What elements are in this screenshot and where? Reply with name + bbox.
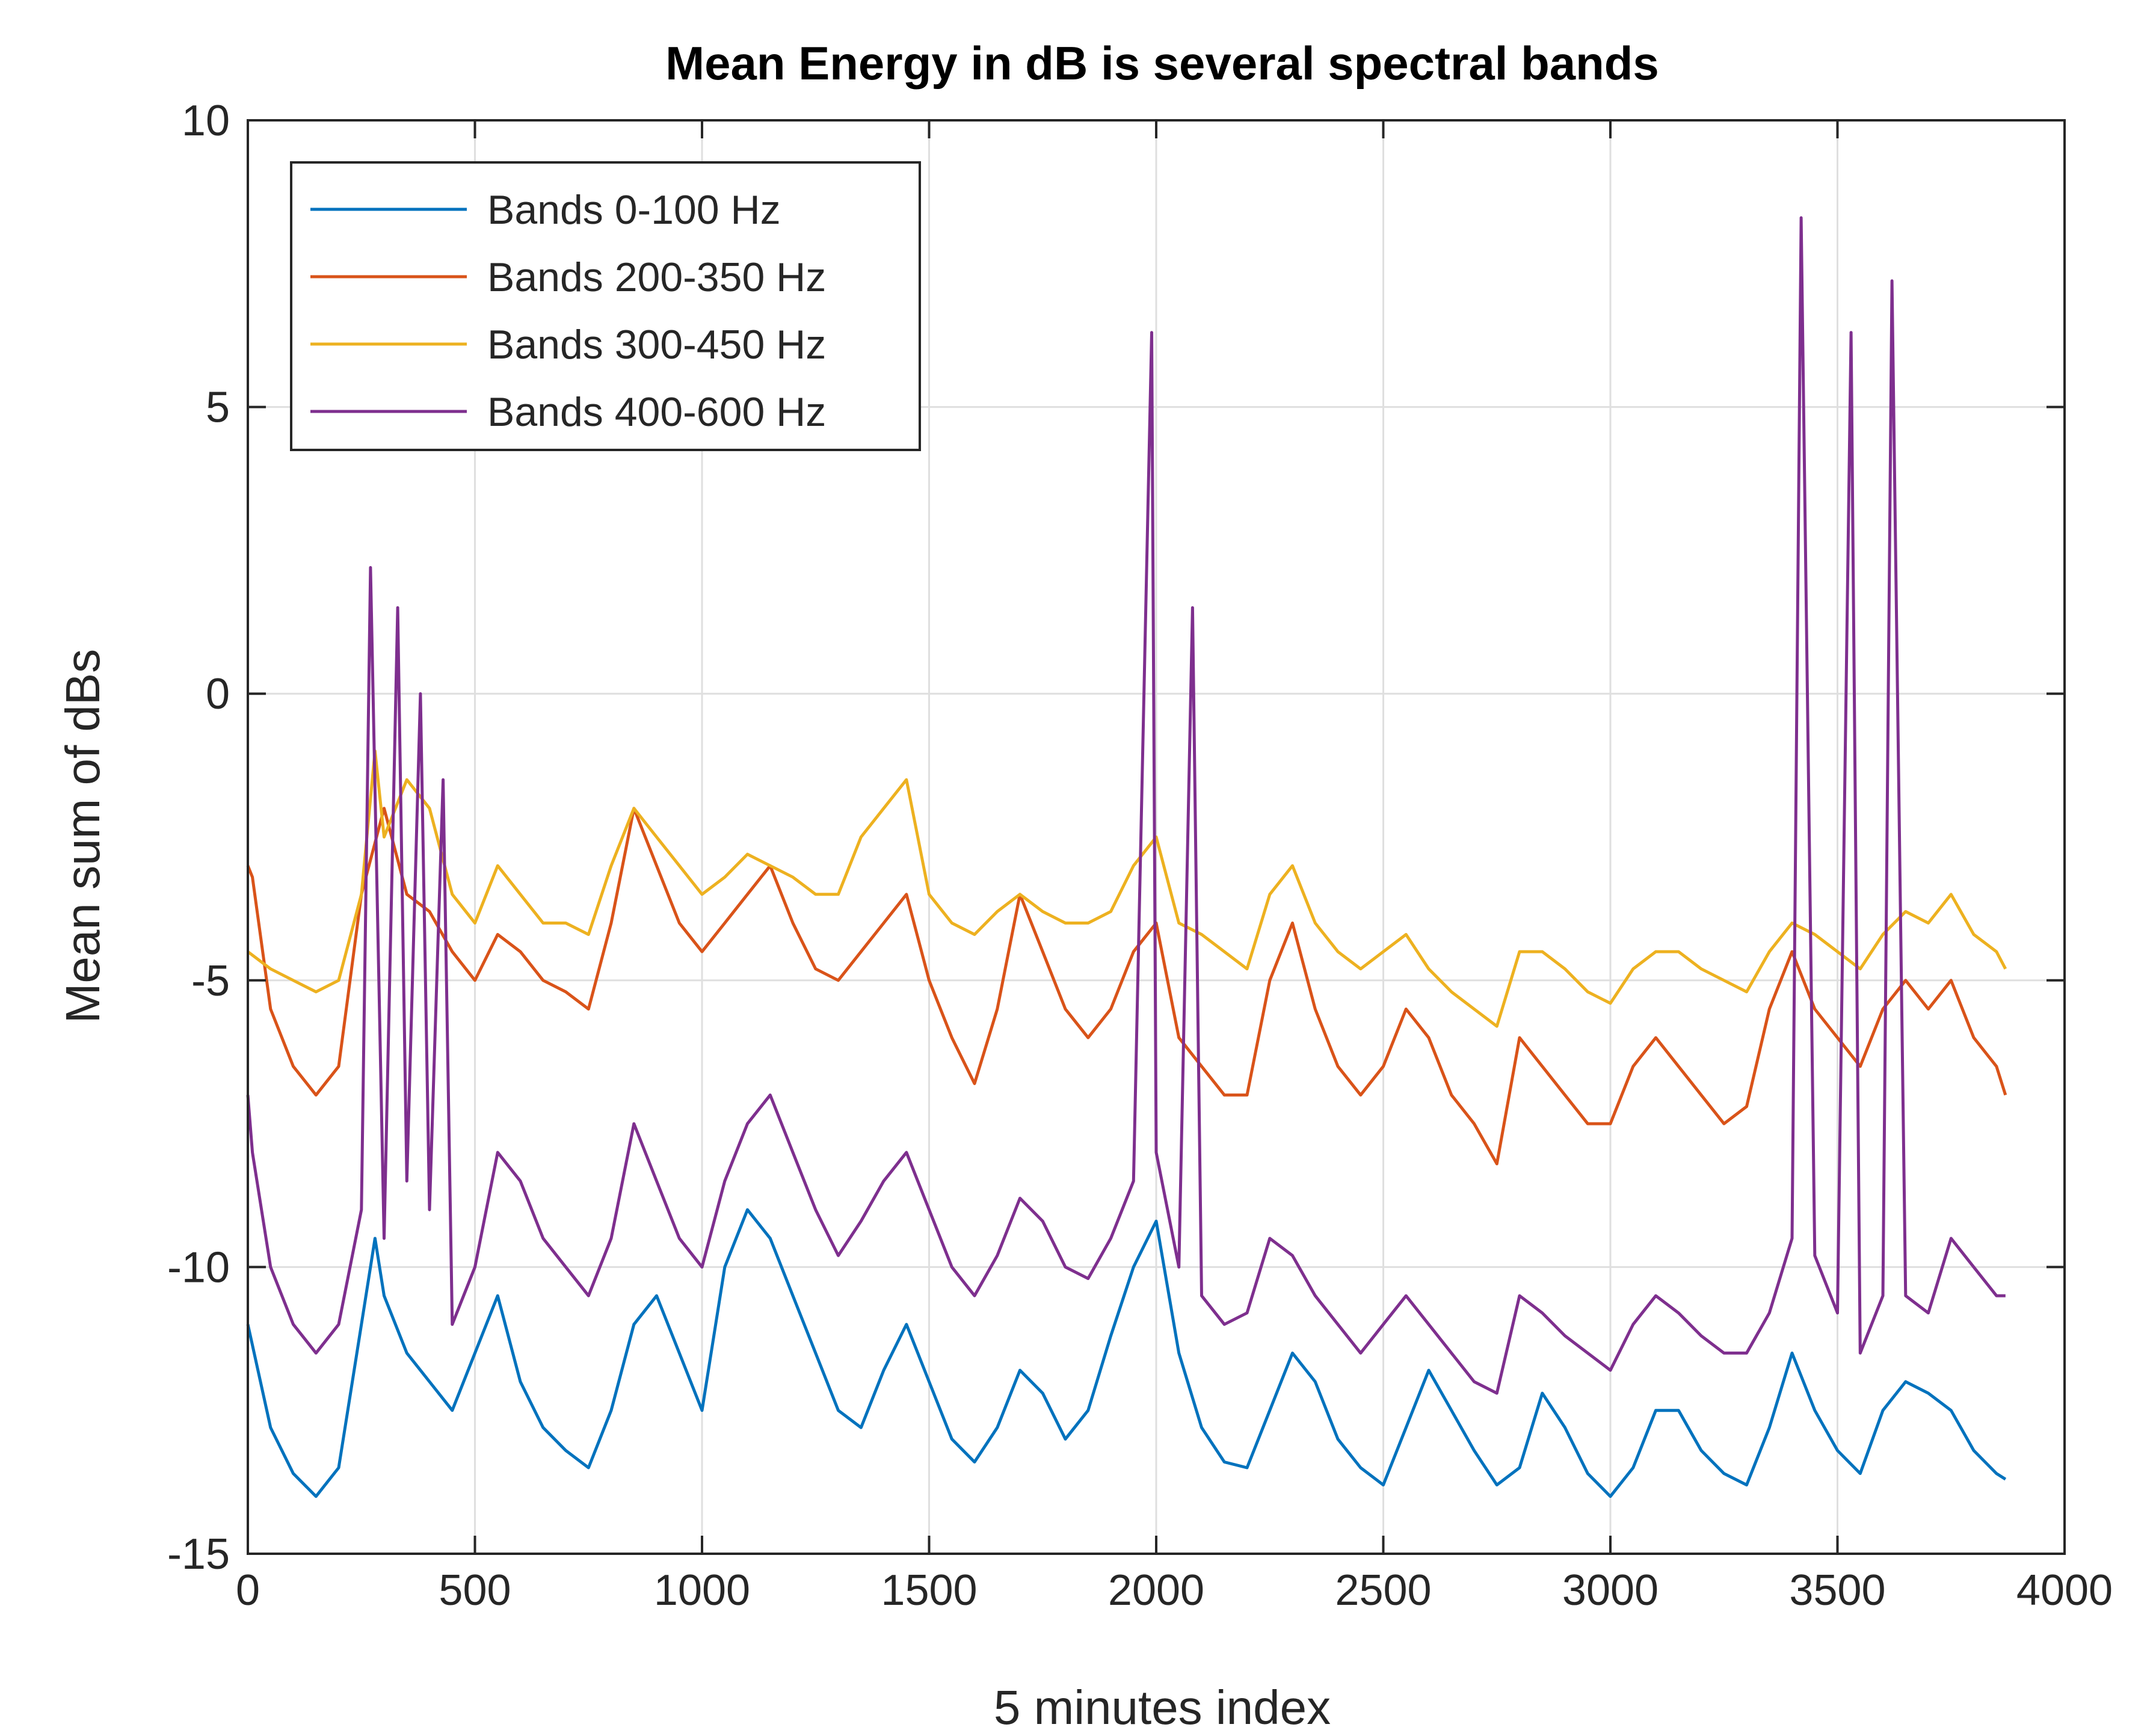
y-tick-label: 0 [206,670,230,718]
x-tick-label: 0 [236,1566,260,1614]
y-tick-label: -10 [167,1243,230,1291]
y-tick-label: 5 [206,384,230,432]
legend-label-2: Bands 200-350 Hz [487,254,826,300]
y-tick-label: -15 [167,1530,230,1578]
x-tick-label: 500 [439,1566,511,1614]
axis-ticks: 0 500 1000 1500 2000 2500 3000 3500 4000 -15 -10 -5… [167,97,2113,1614]
legend-label-4: Bands 400-600 Hz [487,389,826,435]
x-tick-label: 1000 [654,1566,750,1614]
series-line-1 [246,1208,2007,1498]
x-tick-label: 4000 [2016,1566,2113,1614]
series-line-4 [246,216,2006,1395]
series-line-3 [247,749,2007,1028]
series-line-2 [246,807,2007,1166]
chart-title: Mean Energy in dB is several spectral ba… [665,37,1659,90]
x-tick-label: 1500 [881,1566,977,1614]
legend-label-1: Bands 0-100 Hz [487,187,781,233]
x-tick-label: 2000 [1108,1566,1204,1614]
x-axis-label: 5 minutes index [994,1681,1331,1734]
y-tick-label: -5 [191,957,230,1005]
series-lines [246,216,2007,1498]
legend: Bands 0-100 Hz Bands 200-350 Hz Bands 300-… [290,161,921,451]
y-tick-label: 10 [182,97,230,145]
x-tick-label: 2500 [1335,1566,1431,1614]
y-axis-label: Mean sum of dBs [56,649,109,1024]
x-tick-label: 3500 [1789,1566,1885,1614]
x-tick-label: 3000 [1562,1566,1659,1614]
legend-label-3: Bands 300-450 Hz [487,322,826,368]
